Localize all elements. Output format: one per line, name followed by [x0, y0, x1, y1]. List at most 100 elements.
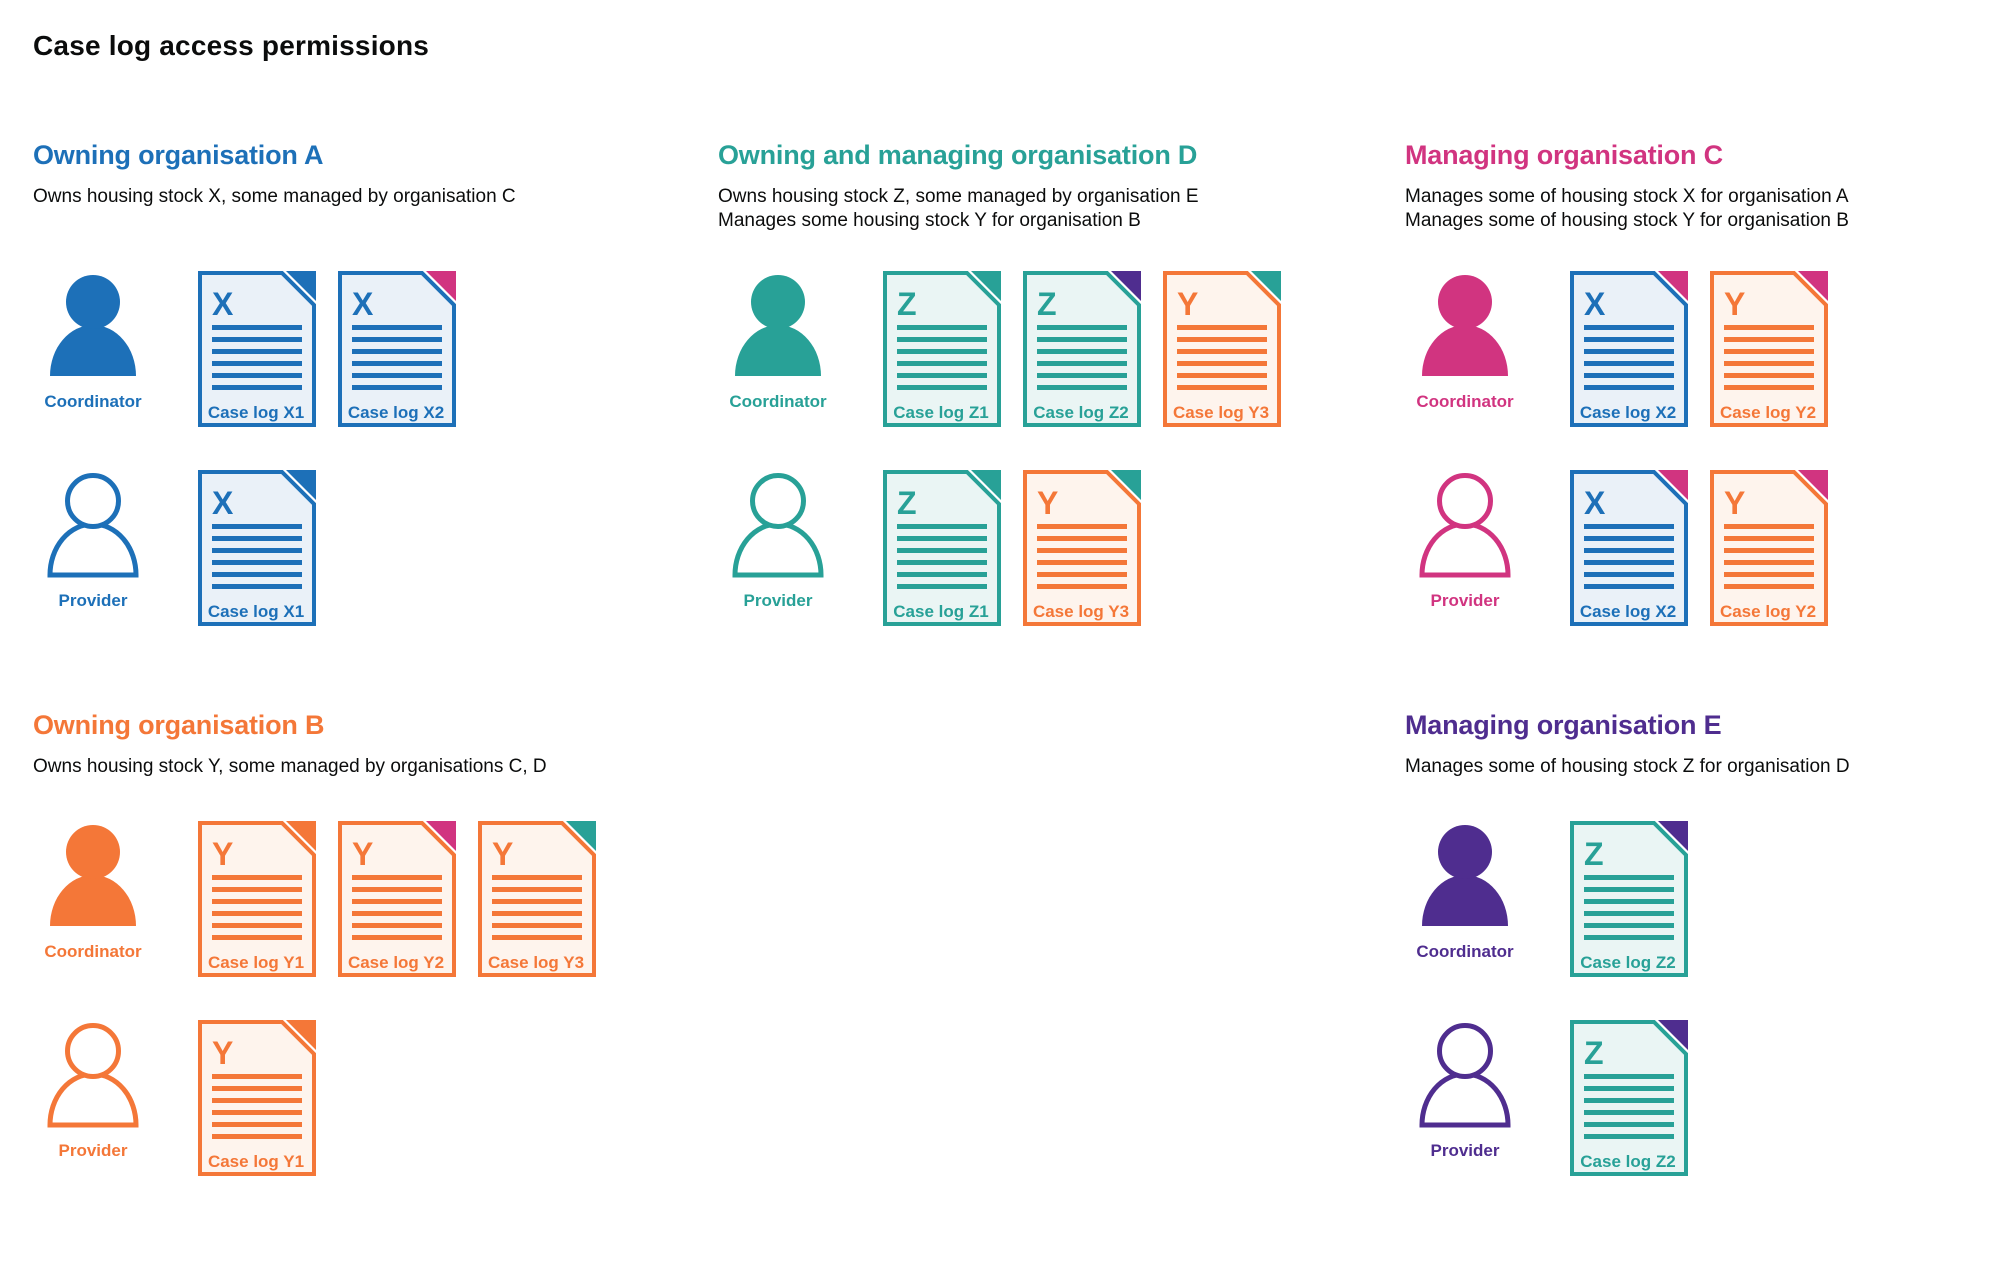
coordinator-group: Coordinator — [1413, 823, 1517, 962]
document-label: Case log Y2 — [1720, 403, 1816, 422]
person-body — [1422, 875, 1508, 926]
person-role-label: Provider — [743, 591, 813, 610]
person-body — [1422, 325, 1508, 376]
folded-corner-icon — [1658, 821, 1688, 851]
person-head — [1437, 1023, 1493, 1079]
org-section-e: Managing organisation E Manages some of h… — [1405, 710, 2000, 779]
document-letter: Y — [212, 1035, 233, 1071]
document-label: Case log Y2 — [348, 953, 444, 972]
case-log-document: Z Case log Z2 — [1570, 1020, 1688, 1176]
person-body — [47, 521, 139, 578]
document-text-lines — [1037, 524, 1127, 589]
provider-icon — [47, 473, 139, 578]
coordinator-documents-row: Y Case log Y1 Y Case log Y2 Y Case log Y3 — [198, 821, 596, 977]
folded-corner-icon — [1798, 271, 1828, 301]
coordinator-icon — [1422, 275, 1508, 376]
document-text-lines — [212, 875, 302, 940]
document-text-lines — [212, 1074, 302, 1139]
person-role-label: Provider — [1430, 1141, 1500, 1160]
folded-corner-icon — [1798, 470, 1828, 500]
coordinator-group: Coordinator — [1413, 273, 1517, 412]
person-body — [732, 521, 824, 578]
document-label: Case log Z1 — [893, 602, 988, 621]
section-description-line: Manages some of housing stock Y for orga… — [1405, 210, 1849, 231]
person-head — [750, 473, 806, 529]
org-section-b: Owning organisation B Owns housing stock … — [33, 710, 723, 779]
person-role-label: Provider — [58, 591, 128, 610]
document-letter: Y — [352, 836, 373, 872]
person-head — [65, 1023, 121, 1079]
person-head — [66, 825, 120, 879]
person-body — [1419, 521, 1511, 578]
person-role-label: Coordinator — [1416, 392, 1514, 411]
document-label: Case log Y3 — [1173, 403, 1269, 422]
document-letter: Y — [1724, 286, 1745, 322]
provider-icon — [47, 1023, 139, 1128]
person-body — [735, 325, 821, 376]
coordinator-icon — [50, 825, 136, 926]
document-letter: X — [352, 286, 374, 322]
document-letter: Y — [1724, 485, 1745, 521]
provider-icon — [1419, 473, 1511, 578]
document-letter: Y — [1177, 286, 1198, 322]
folded-corner-icon — [286, 821, 316, 851]
section-heading: Owning and managing organisation D — [718, 140, 1198, 170]
document-letter: Z — [897, 485, 917, 521]
provider-documents-row: X Case log X2 Y Case log Y2 — [1570, 470, 1828, 626]
person-head — [65, 473, 121, 529]
folded-corner-icon — [286, 470, 316, 500]
document-label: Case log Z1 — [893, 403, 988, 422]
person-role-label: Provider — [1430, 591, 1500, 610]
folded-corner-icon — [1111, 470, 1141, 500]
provider-group: Provider — [1413, 1022, 1517, 1161]
case-log-document: X Case log X2 — [1570, 470, 1688, 626]
document-letter: X — [212, 485, 234, 521]
folded-corner-icon — [1658, 271, 1688, 301]
person-head — [66, 275, 120, 329]
person-body — [47, 1071, 139, 1128]
section-description-line: Manages some housing stock Y for organis… — [718, 210, 1141, 231]
document-label: Case log Y3 — [488, 953, 584, 972]
coordinator-group: Coordinator — [41, 273, 145, 412]
section-heading: Managing organisation E — [1405, 710, 1722, 740]
section-heading: Owning organisation B — [33, 710, 325, 740]
document-letter: Z — [1584, 1035, 1604, 1071]
document-label: Case log Z2 — [1580, 953, 1675, 972]
coordinator-group: Coordinator — [41, 823, 145, 962]
case-log-document: X Case log X1 — [198, 271, 316, 427]
document-text-lines — [352, 875, 442, 940]
case-log-document: Z Case log Z2 — [1570, 821, 1688, 977]
folded-corner-icon — [971, 271, 1001, 301]
provider-documents-row: Z Case log Z2 — [1570, 1020, 1688, 1176]
person-body — [50, 875, 136, 926]
person-role-label: Coordinator — [729, 392, 827, 411]
section-description-line: Manages some of housing stock Z for orga… — [1405, 756, 1850, 777]
document-text-lines — [1724, 325, 1814, 390]
provider-documents-row: X Case log X1 — [198, 470, 316, 626]
section-description-line: Owns housing stock X, some managed by or… — [33, 186, 516, 207]
case-log-document: Y Case log Y3 — [1163, 271, 1281, 427]
folded-corner-icon — [971, 470, 1001, 500]
person-role-label: Provider — [58, 1141, 128, 1160]
document-letter: X — [1584, 286, 1606, 322]
provider-group: Provider — [1413, 472, 1517, 611]
person-head — [1438, 275, 1492, 329]
document-letter: Z — [897, 286, 917, 322]
section-description-line: Owns housing stock Y, some managed by or… — [33, 756, 547, 777]
org-section-c: Managing organisation C Manages some of h… — [1405, 140, 2000, 233]
document-text-lines — [212, 325, 302, 390]
section-heading: Owning organisation A — [33, 140, 324, 170]
page-title: Case log access permissions — [33, 30, 430, 61]
folded-corner-icon — [1251, 271, 1281, 301]
document-text-lines — [492, 875, 582, 940]
document-label: Case log X2 — [1580, 602, 1676, 621]
folded-corner-icon — [566, 821, 596, 851]
document-text-lines — [352, 325, 442, 390]
provider-documents-row: Z Case log Z1 Y Case log Y3 — [883, 470, 1141, 626]
document-label: Case log Z2 — [1580, 1152, 1675, 1171]
document-text-lines — [897, 524, 987, 589]
provider-documents-row: Y Case log Y1 — [198, 1020, 316, 1176]
provider-icon — [1419, 1023, 1511, 1128]
case-log-document: Z Case log Z2 — [1023, 271, 1141, 427]
